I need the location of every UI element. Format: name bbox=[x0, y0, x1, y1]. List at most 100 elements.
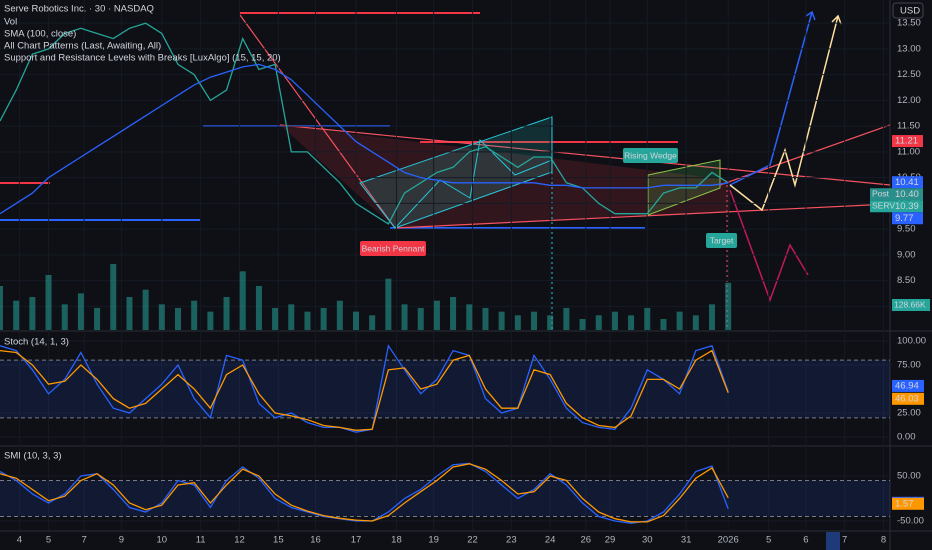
projection bbox=[729, 15, 839, 212]
band-fill bbox=[0, 360, 890, 418]
volume-bar bbox=[531, 311, 537, 330]
y-tick-label: 50.00 bbox=[897, 471, 921, 482]
y-tick-label: 11.50 bbox=[897, 121, 920, 132]
indicator-label: SMA (100, close) bbox=[4, 29, 76, 40]
indicator-label: Vol bbox=[4, 17, 17, 28]
y-tick-label: 75.00 bbox=[897, 360, 921, 371]
x-tick-label: 19 bbox=[428, 535, 439, 546]
annotation-label: Bearish Pennant bbox=[362, 243, 425, 253]
y-tick-label: 13.50 bbox=[897, 18, 921, 29]
pattern-line bbox=[394, 203, 891, 229]
volume-bar bbox=[514, 315, 521, 330]
volume-bar bbox=[369, 315, 376, 330]
price-tag-name-box bbox=[870, 200, 892, 213]
volume-bar bbox=[304, 311, 311, 330]
volume-bar bbox=[660, 319, 667, 330]
y-tick-label: -50.00 bbox=[897, 516, 924, 527]
price-tag bbox=[892, 176, 923, 189]
currency-box bbox=[892, 2, 924, 19]
volume-bar bbox=[385, 278, 392, 330]
value-tag bbox=[892, 392, 924, 405]
pane-title: Serve Robotics Inc. · 30 · NASDAQ bbox=[4, 4, 154, 15]
annotation-label: Target bbox=[710, 235, 734, 245]
x-tick-label: 11 bbox=[196, 535, 206, 546]
x-tick-label: 10 bbox=[157, 535, 168, 546]
x-tick-label: 7 bbox=[842, 535, 847, 546]
volume-bar bbox=[353, 311, 359, 330]
price-tag bbox=[892, 200, 923, 213]
x-tick-label: 22 bbox=[467, 535, 478, 546]
price-tag-label: 11.21 bbox=[895, 136, 918, 147]
x-tick-label: 15 bbox=[273, 535, 284, 546]
volume-bar bbox=[191, 300, 198, 330]
series-line bbox=[0, 349, 729, 431]
y-tick-label: 12.50 bbox=[897, 69, 921, 80]
volume-bar bbox=[126, 297, 133, 330]
value-tag-label: 46.94 bbox=[895, 380, 919, 391]
volume-bar bbox=[320, 308, 327, 330]
volume-bar bbox=[466, 304, 473, 330]
y-tick-label: 9.50 bbox=[897, 224, 916, 235]
price-tag-name-box bbox=[870, 188, 892, 201]
arrow-head bbox=[805, 10, 816, 21]
volume-bar bbox=[644, 308, 651, 330]
volume-bar bbox=[110, 264, 117, 330]
annotation-box bbox=[706, 233, 737, 248]
volume-bar bbox=[158, 304, 165, 330]
x-tick-label: 17 bbox=[351, 535, 362, 546]
series-line bbox=[0, 22, 729, 225]
volume-bar bbox=[579, 319, 586, 330]
volume-bar bbox=[417, 308, 424, 330]
price-tag-label: 9.77 bbox=[895, 213, 914, 224]
volume-bar bbox=[692, 315, 699, 330]
volume-bar bbox=[336, 300, 343, 330]
price-tag-label: 10.41 bbox=[895, 177, 919, 188]
x-tick-label: 4 bbox=[17, 535, 22, 546]
volume-bar bbox=[255, 286, 262, 330]
volume-bar bbox=[61, 304, 68, 330]
y-tick-label: 9.00 bbox=[897, 249, 916, 260]
time-highlight bbox=[826, 532, 840, 550]
x-tick-label: 29 bbox=[605, 535, 616, 546]
y-tick-label: 11.00 bbox=[897, 146, 920, 157]
price-tag bbox=[892, 188, 923, 201]
value-tag bbox=[892, 379, 924, 392]
price-tag-label: 10.40 bbox=[895, 189, 919, 200]
volume-bar bbox=[288, 304, 295, 330]
y-tick-label: 8.50 bbox=[897, 275, 916, 286]
volume-bar bbox=[547, 315, 554, 330]
x-tick-label: 8 bbox=[881, 535, 886, 546]
band-fill bbox=[0, 480, 890, 517]
value-tag-label: 1.57 bbox=[895, 498, 914, 509]
x-tick-label: 5 bbox=[766, 535, 771, 546]
pattern-line bbox=[239, 14, 396, 229]
volume-tag-label: 128.66K bbox=[894, 299, 926, 309]
x-tick-label: 30 bbox=[642, 535, 653, 546]
annotation-label: Rising Wedge bbox=[624, 150, 677, 160]
volume-bar bbox=[223, 297, 230, 330]
x-tick-label: 5 bbox=[46, 535, 51, 546]
price-tag bbox=[892, 135, 923, 148]
price-tag-label: 10.39 bbox=[895, 201, 919, 212]
projection bbox=[729, 189, 809, 303]
annotation-box bbox=[360, 241, 426, 256]
pennant-fill bbox=[280, 125, 730, 228]
volume-bar bbox=[628, 315, 635, 330]
pattern-line bbox=[279, 124, 891, 186]
x-tick-label: 9 bbox=[119, 535, 124, 546]
volume-bar bbox=[272, 308, 279, 330]
x-tick-label: 31 bbox=[681, 535, 692, 546]
y-tick-label: 100.00 bbox=[897, 335, 926, 346]
volume-bar bbox=[563, 308, 570, 330]
arrow-head bbox=[831, 14, 842, 25]
volume-bar bbox=[401, 304, 408, 330]
volume-bar bbox=[676, 311, 683, 330]
x-tick-label: 16 bbox=[310, 535, 321, 546]
volume-bar bbox=[45, 275, 52, 330]
y-tick-label: 12.00 bbox=[897, 95, 921, 106]
price-tag-name: SERV bbox=[872, 200, 895, 210]
